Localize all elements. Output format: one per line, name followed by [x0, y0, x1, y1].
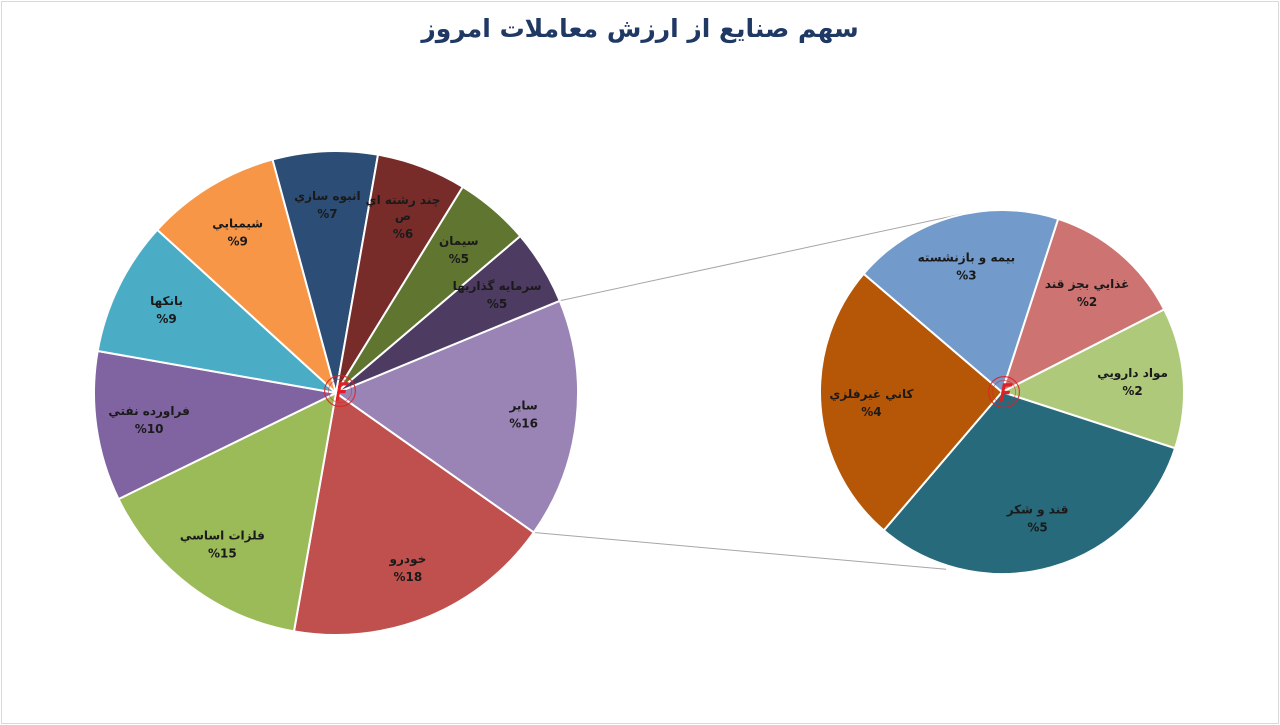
slice-value-label: %5 — [487, 297, 507, 311]
logo-ring — [992, 380, 1016, 404]
pie-slice — [271, 150, 380, 394]
pie-slice — [335, 234, 562, 394]
slice-value-label: %6 — [393, 227, 413, 241]
slice-value-label: %16 — [509, 417, 538, 431]
logo-f-glyph — [999, 383, 1013, 402]
pie-slice — [292, 391, 536, 636]
slice-value-label: %2 — [1122, 384, 1142, 398]
slice-value-label: %4 — [861, 405, 881, 419]
slice-value-label: %9 — [156, 312, 176, 326]
connector-lines — [533, 213, 963, 570]
slice-label: فراورده نفتي — [108, 404, 189, 419]
slice-value-label: %15 — [208, 546, 237, 560]
connector-line — [559, 213, 963, 302]
logo-ring — [987, 376, 1020, 409]
pie-slice — [882, 390, 1177, 575]
secondary-pie — [819, 209, 1185, 575]
slice-value-label: %5 — [449, 252, 469, 266]
slice-label: مواد دارويي — [1097, 366, 1168, 381]
slice-value-label: %5 — [1027, 521, 1047, 535]
slice-label: سایر — [508, 399, 537, 413]
red-f-logo-icon — [324, 375, 357, 408]
slice-value-label: %9 — [228, 234, 248, 248]
slice-value-label: %3 — [956, 268, 976, 282]
pie-slice — [96, 228, 340, 395]
slice-value-label: %18 — [394, 570, 423, 584]
connector-line — [533, 531, 947, 570]
red-f-logo-icon — [987, 376, 1020, 409]
logo-f-glyph — [335, 382, 349, 401]
logo-ring — [328, 379, 352, 403]
slice-label: بيمه و بازنشسته — [918, 250, 1016, 265]
slice-label: کاني غيرفلزي — [829, 387, 913, 401]
slice-label: سرمايه گذاريها — [453, 279, 542, 293]
pie-slice — [117, 391, 338, 633]
slice-label: انبوه سازي — [294, 189, 361, 204]
slice-value-label: %10 — [135, 422, 164, 436]
pie-slice — [93, 349, 340, 501]
main-pie — [93, 150, 579, 636]
pie-slice — [999, 308, 1185, 450]
pie-slice — [1000, 217, 1166, 394]
chart-title: سهم صنایع از ارزش معاملات امروز — [421, 14, 859, 43]
main-pie-labels: سایر %16 خودرو %18 فلزات اساسي %15 فراورده نفت… — [108, 189, 541, 584]
slice-label: ص — [395, 209, 411, 223]
secondary-pie-labels: مواد دارويي %2 قند و شکر %5 کاني غيرفلزي %4 بي… — [829, 250, 1168, 534]
slice-value-label: %2 — [1077, 295, 1097, 309]
slice-label: قند و شکر — [1006, 503, 1069, 518]
slice-label: فلزات اساسي — [180, 528, 265, 542]
pie-slice — [155, 158, 338, 397]
slice-label: شيميايي — [212, 216, 263, 230]
slice-label: چند رشته اي — [366, 193, 441, 207]
slice-label: بانکها — [150, 294, 183, 308]
logo-ring — [324, 375, 357, 408]
slice-label: خودرو — [389, 552, 427, 567]
pie-slice — [862, 209, 1060, 394]
slice-value-label: %7 — [317, 207, 337, 221]
pie-slice — [333, 299, 579, 534]
slice-label: غذايي بجز قند — [1045, 277, 1130, 291]
slice-label: سيمان — [439, 234, 479, 248]
pie-slice — [819, 272, 1004, 532]
